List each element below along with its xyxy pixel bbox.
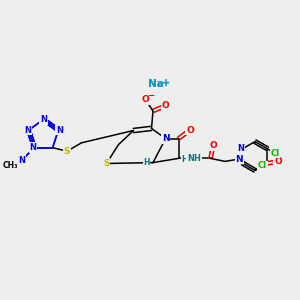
Text: O: O: [162, 101, 170, 110]
Text: −: −: [147, 91, 154, 100]
Text: −: −: [147, 91, 154, 100]
Text: H: H: [181, 155, 188, 164]
Text: N: N: [56, 126, 63, 135]
Text: O: O: [186, 126, 194, 135]
Text: H: H: [181, 155, 188, 164]
Text: S: S: [103, 159, 110, 168]
Text: N: N: [30, 143, 37, 152]
Text: Cl: Cl: [270, 149, 280, 158]
Text: Cl: Cl: [270, 149, 280, 158]
Text: N: N: [18, 156, 25, 165]
Text: O: O: [274, 157, 282, 166]
Text: CH₃: CH₃: [3, 161, 18, 170]
Text: Na: Na: [148, 79, 164, 89]
Text: +: +: [162, 77, 171, 88]
Text: O: O: [142, 95, 149, 104]
Text: S: S: [64, 147, 70, 156]
Text: N: N: [162, 134, 170, 143]
Text: N: N: [236, 154, 243, 164]
Text: N: N: [40, 115, 47, 124]
Text: N: N: [24, 126, 31, 135]
Text: O: O: [274, 157, 282, 166]
Text: CH₃: CH₃: [3, 161, 18, 170]
Text: N: N: [30, 143, 37, 152]
Text: N: N: [236, 154, 243, 164]
Text: N: N: [238, 144, 244, 153]
Text: N: N: [238, 144, 244, 153]
Text: N: N: [24, 126, 31, 135]
Text: N: N: [18, 156, 25, 165]
Text: S: S: [64, 147, 70, 156]
Text: NH: NH: [187, 154, 201, 163]
Text: NH: NH: [187, 154, 201, 163]
Text: S: S: [103, 159, 110, 168]
Text: O: O: [162, 101, 170, 110]
Text: O: O: [209, 141, 217, 150]
Text: H: H: [143, 158, 150, 167]
Text: Cl: Cl: [258, 161, 267, 170]
Text: O: O: [209, 141, 217, 150]
Text: Na: Na: [148, 79, 164, 89]
Text: H: H: [143, 158, 150, 167]
Text: +: +: [162, 77, 171, 88]
Text: O: O: [142, 95, 149, 104]
Text: O: O: [186, 126, 194, 135]
Text: N: N: [56, 126, 63, 135]
Text: Cl: Cl: [258, 161, 267, 170]
Text: N: N: [40, 115, 47, 124]
Text: N: N: [162, 134, 170, 143]
